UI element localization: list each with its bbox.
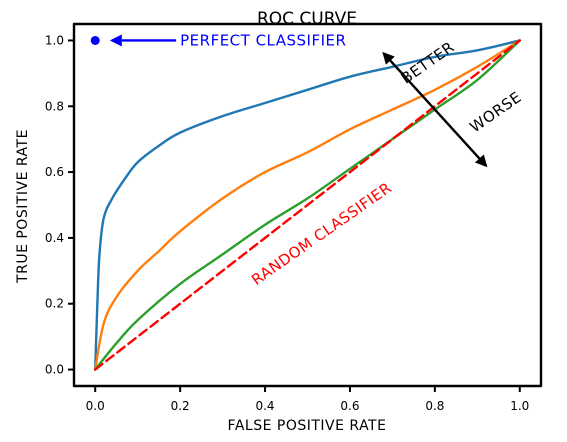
- y-tick-label: 1.0: [45, 33, 64, 47]
- annotation-label: PERFECT CLASSIFIER: [180, 31, 346, 49]
- chart-title: ROC CURVE: [257, 9, 357, 29]
- y-tick-label: 0.8: [45, 99, 64, 113]
- y-axis-label: TRUE POSITIVE RATE: [15, 129, 31, 284]
- y-tick-label: 0.6: [45, 165, 64, 179]
- x-tick-label: 0.8: [425, 399, 444, 413]
- axis-ticks: 0.0 0.2 0.4 0.6 0.8 1.0 0.0 0.2 0.4 0.6 0.8 1.0: [45, 33, 529, 413]
- better-worse-arrow: [382, 51, 488, 168]
- annotation-label: WORSE: [467, 88, 525, 136]
- x-tick-label: 0.0: [86, 399, 105, 413]
- x-tick-label: 0.4: [255, 399, 274, 413]
- y-tick-label: 0.0: [45, 363, 64, 377]
- x-tick-label: 1.0: [510, 399, 529, 413]
- plot-frame: [72, 22, 543, 388]
- plot-area: [90, 35, 521, 371]
- x-axis-label: FALSE POSITIVE RATE: [228, 418, 387, 434]
- y-tick-label: 0.4: [45, 231, 64, 245]
- x-tick-label: 0.2: [171, 399, 190, 413]
- y-tick-label: 0.2: [45, 297, 64, 311]
- x-tick-label: 0.6: [340, 399, 359, 413]
- perfect-classifier-point: [90, 35, 100, 45]
